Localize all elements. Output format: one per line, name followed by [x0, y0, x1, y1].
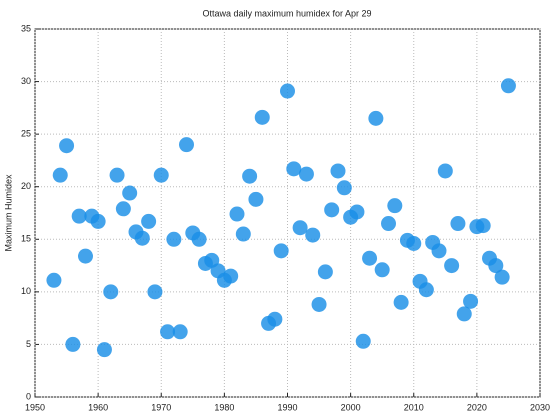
point — [166, 231, 182, 247]
y-tick-label: 25 — [21, 129, 31, 139]
point — [147, 284, 163, 300]
x-tick-label: 2010 — [404, 402, 424, 412]
point — [280, 83, 295, 99]
point — [223, 268, 239, 284]
point — [141, 213, 157, 229]
point — [456, 306, 472, 322]
point — [46, 272, 62, 288]
x-tick-label: 1980 — [214, 402, 234, 412]
point — [393, 294, 409, 310]
chart-title: Ottawa daily maximum humidex for Apr 29 — [202, 8, 371, 18]
point — [286, 161, 302, 177]
point — [431, 243, 447, 259]
point — [336, 180, 352, 196]
point — [381, 216, 396, 232]
y-tick-label: 10 — [21, 286, 31, 296]
point — [52, 167, 68, 183]
point — [115, 201, 131, 217]
point — [311, 296, 327, 312]
point — [90, 213, 106, 229]
point — [494, 269, 510, 285]
point — [437, 163, 453, 179]
point — [191, 231, 207, 247]
point — [153, 167, 169, 183]
point — [349, 204, 365, 220]
y-tick-label: 35 — [21, 23, 31, 33]
point — [160, 324, 176, 340]
point — [134, 230, 150, 246]
y-tick-label: 0 — [26, 391, 31, 401]
x-tick-label: 2020 — [467, 402, 487, 412]
point — [267, 311, 283, 327]
point — [65, 336, 81, 352]
point — [387, 198, 403, 214]
point — [59, 138, 75, 154]
point — [229, 206, 245, 222]
point — [317, 264, 333, 280]
point — [475, 218, 491, 234]
point — [254, 109, 270, 125]
point — [103, 284, 119, 300]
point — [292, 220, 308, 236]
point — [374, 262, 390, 278]
point — [96, 342, 112, 358]
point — [330, 163, 346, 179]
point — [179, 137, 194, 153]
point — [324, 202, 340, 218]
point — [305, 227, 321, 243]
y-tick-label: 20 — [21, 181, 31, 191]
point — [109, 167, 125, 183]
point — [298, 166, 314, 182]
y-axis-label: Maximum Humidex — [3, 174, 13, 252]
point — [406, 235, 422, 251]
point — [444, 258, 460, 274]
x-tick-label: 1990 — [277, 402, 297, 412]
x-tick-label: 1960 — [88, 402, 108, 412]
x-tick-label: 1970 — [151, 402, 171, 412]
y-tick-label: 15 — [21, 234, 31, 244]
point — [463, 293, 479, 309]
point — [172, 324, 188, 340]
point — [368, 110, 384, 126]
point — [78, 248, 93, 264]
point — [122, 185, 138, 201]
point — [500, 78, 516, 94]
point — [488, 258, 504, 274]
point — [418, 282, 434, 298]
y-tick-label: 30 — [21, 76, 31, 86]
point — [248, 191, 264, 207]
x-tick-label: 1950 — [25, 402, 45, 412]
x-tick-label: 2030 — [530, 402, 550, 412]
y-tick-label: 5 — [26, 339, 31, 349]
point — [235, 226, 251, 242]
point — [273, 243, 289, 259]
x-tick-label: 2000 — [341, 402, 361, 412]
point — [362, 250, 378, 266]
point — [450, 216, 466, 232]
point — [242, 168, 258, 184]
point — [355, 333, 371, 349]
point — [71, 208, 87, 224]
